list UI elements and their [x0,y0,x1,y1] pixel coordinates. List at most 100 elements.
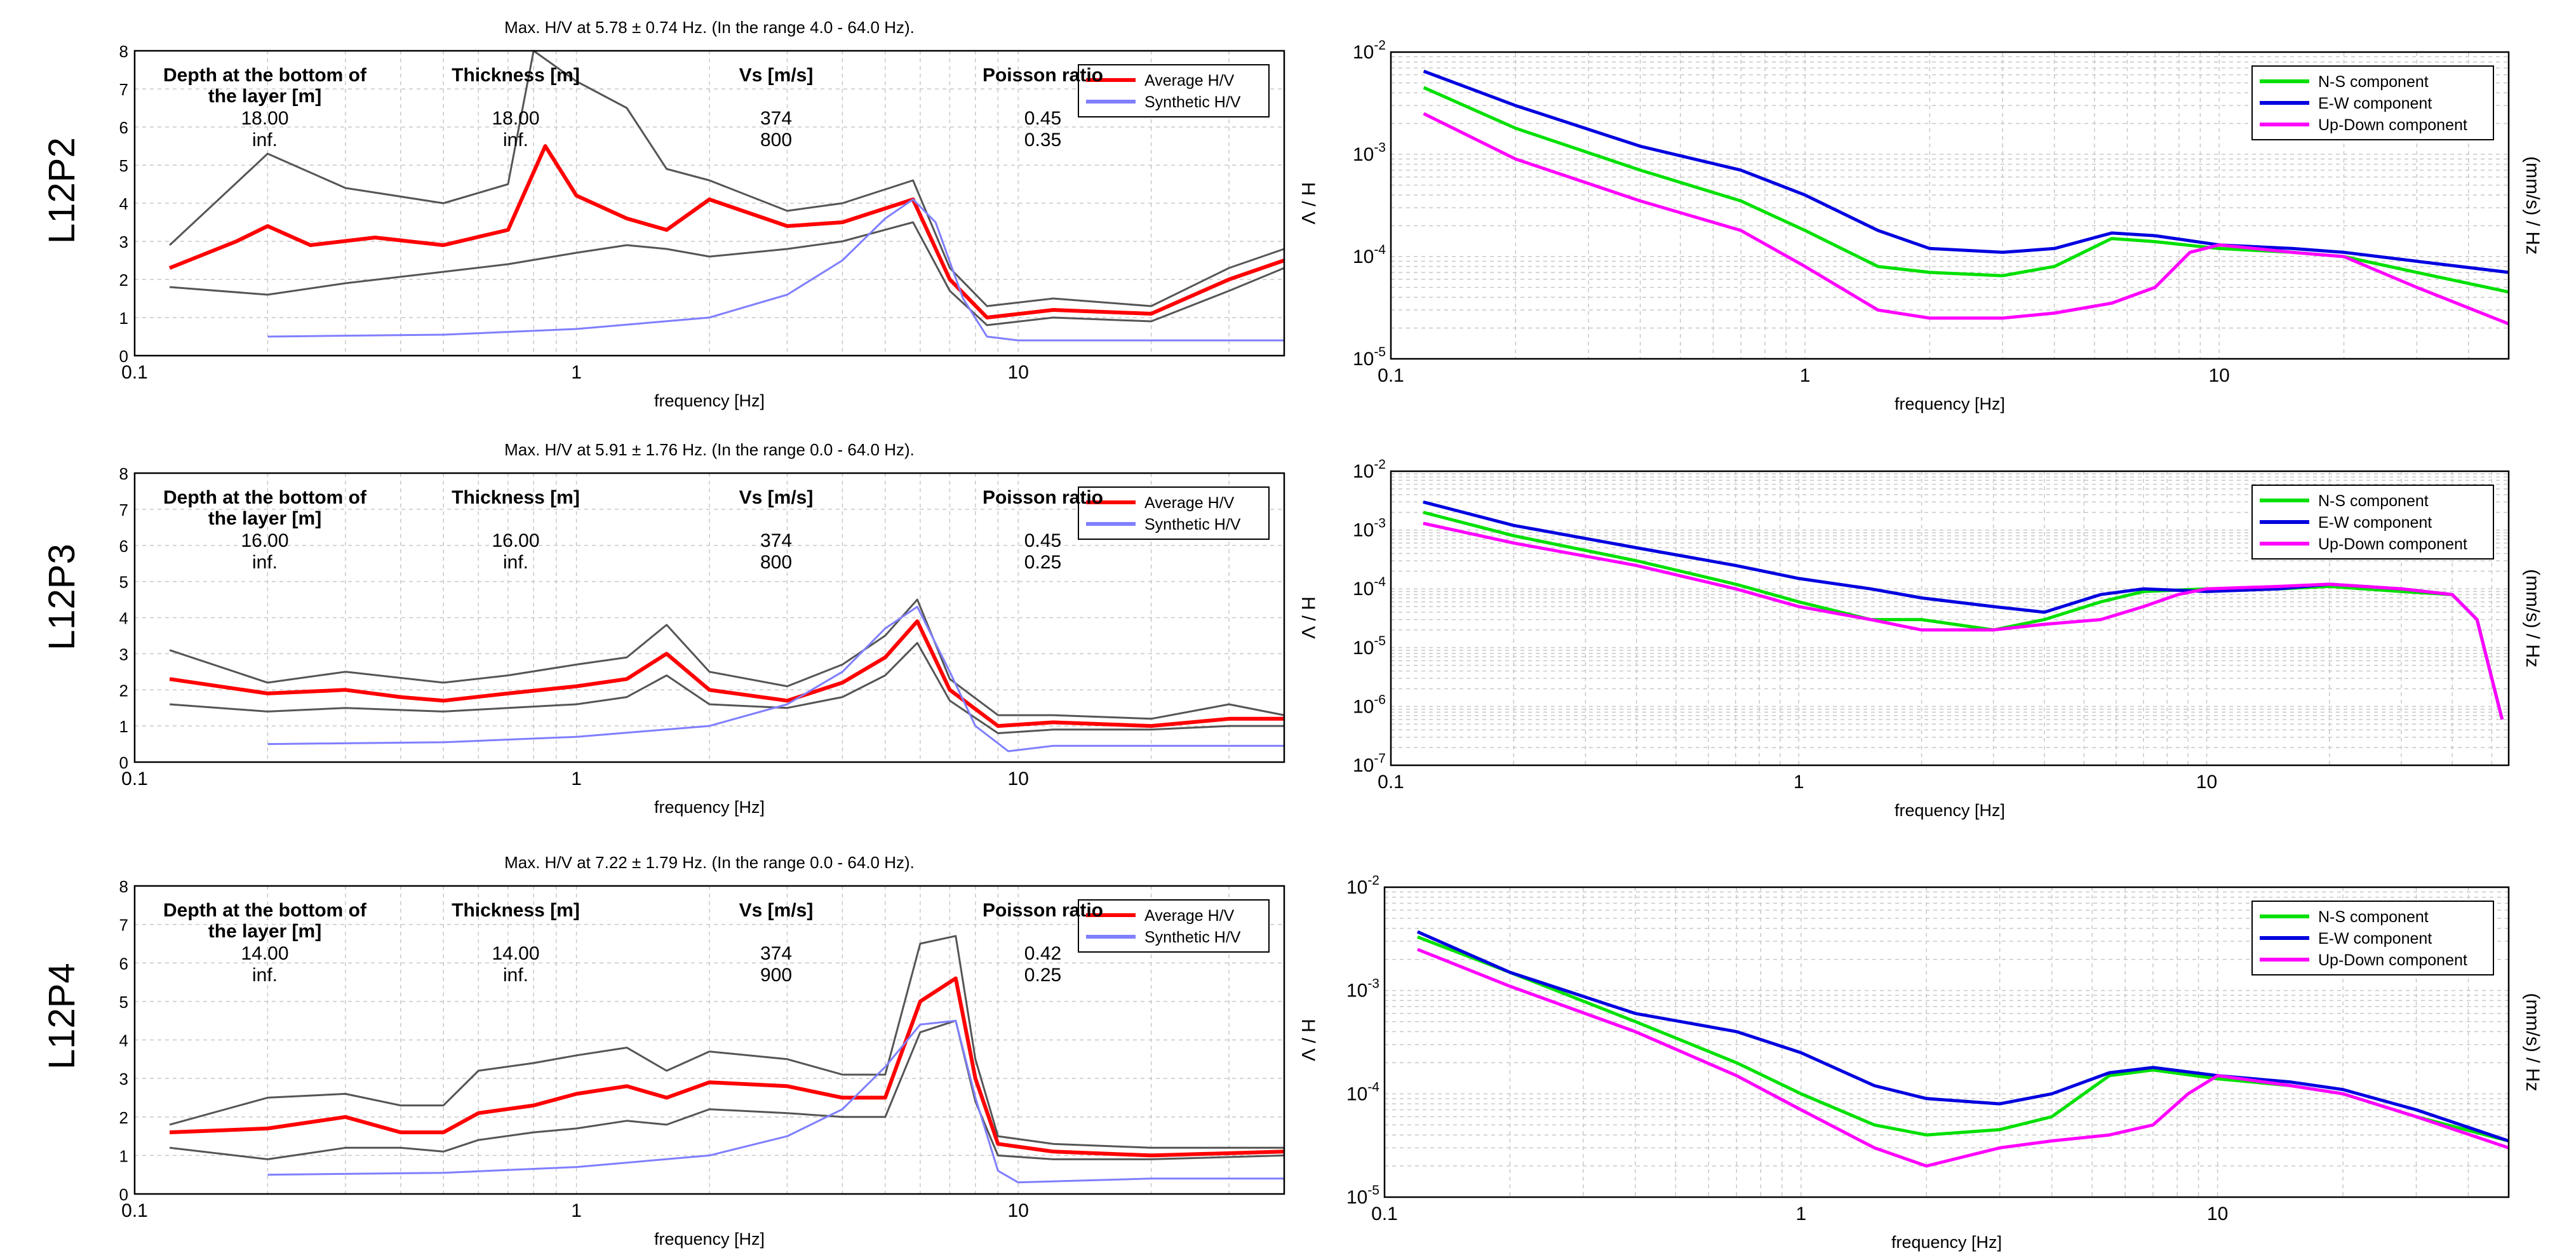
y-tick-label: 10-3 [1353,516,1386,541]
series-line-average-h-v-0 [168,144,1285,319]
y-tick-label: 10-6 [1353,692,1386,717]
y-tick-label: 10-4 [1353,243,1386,267]
x-tick-label: 10 [2207,1203,2228,1224]
legend: N-S component E-W component Up-Down compon… [2251,901,2494,975]
series-line-e-w-component-1 [1423,69,2509,274]
table-header-cell: Poisson ratio [983,65,1103,86]
y-tick-label: 2 [119,1108,128,1127]
table-header-cell: Thickness [m] [452,65,580,86]
table-header-cell: the layer [m] [208,921,321,942]
x-axis-title: frequency [Hz] [654,1230,765,1249]
table-cell: inf. [252,552,278,573]
legend-box [1078,64,1270,117]
x-axis: 0.1 1 10 frequency [Hz] [1378,365,2230,413]
series-line-up-down-component-2 [1416,948,2509,1168]
grid [1390,52,2509,359]
x-axis-title: frequency [Hz] [1895,394,2005,413]
x-tick-label: 10 [1008,1200,1029,1221]
x-tick-label: 10 [2209,365,2230,386]
y-tick-label: 3 [119,645,128,664]
table-header-cell: Vs [m/s] [739,900,814,921]
hv-chart-l12p3: 0.1 1 10 frequency [Hz] 0 1 2 3 4 5 6 7 8 H / V Averag… [119,440,1318,817]
y-tick-label: 8 [119,464,128,483]
table-cell: 0.42 [1024,943,1061,964]
series-line-average-h-v-0 [169,619,1284,728]
legend-label: Up-Down component [2318,535,2467,553]
table-cell: 0.35 [1024,130,1061,151]
legend-label: N-S component [2318,492,2429,510]
legend-label: Up-Down component [2318,116,2467,134]
legend-label: Average H/V [1144,494,1235,512]
series-line-average-h-v-s-1 [169,598,1285,720]
table-header-cell: Vs [m/s] [739,487,814,508]
y-axis: 0 1 2 3 4 5 6 7 8 H / V [119,464,1318,772]
y-tick-label: 8 [119,42,128,61]
table-header-cell: Poisson ratio [983,487,1103,508]
y-tick-label: 8 [119,877,128,896]
y-tick-label: 7 [119,500,128,519]
plot-frame [133,885,1285,1195]
table-cell: 0.45 [1024,530,1061,551]
x-axis: 0.1 1 10 frequency [Hz] [121,362,1029,410]
spectra-chart-l12p4: 0.1 1 10 frequency [Hz] 10-5 10-4 10-3 10-2 (mm/… [1346,873,2543,1252]
y-tick-label: 10-4 [1353,575,1386,600]
x-axis-title: frequency [Hz] [1891,1233,2002,1252]
x-tick-label: 1 [571,362,582,383]
table-cell: 18.00 [241,108,288,129]
series-line-average-h-v-s-2 [169,1019,1285,1160]
y-tick-label: 10-2 [1346,873,1379,898]
series-line-average-h-v-s-2 [169,641,1284,734]
row-label-l12p3: L12P3 [41,544,83,650]
y-tick-label: 10-2 [1353,38,1386,63]
y-axis-title: (mm/s) / Hz [2522,156,2543,255]
x-tick-label: 1 [1794,772,1804,793]
legend-label: E-W component [2318,95,2432,112]
plot-frame [133,50,1285,357]
x-tick-label: 10 [1008,362,1029,383]
table-header-cell: Depth at the bottom of [163,487,367,508]
legend-label: E-W component [2318,930,2432,948]
y-tick-label: 6 [119,118,128,137]
legend-label: Synthetic H/V [1144,516,1241,533]
x-tick-label: 0.1 [121,362,148,383]
y-axis: 10-5 10-4 10-3 10-2 (mm/s) / Hz [1346,873,2543,1208]
legend: N-S component E-W component Up-Down compon… [2251,485,2494,560]
y-tick-label: 10-3 [1346,977,1379,1002]
y-tick-label: 6 [119,954,128,973]
chart-title: Max. H/V at 5.78 ± 0.74 Hz. (In the rang… [504,18,915,37]
series-line-average-h-v-s-1 [169,935,1284,1149]
legend-label: E-W component [2318,514,2432,532]
data-series-group [1423,500,2504,720]
y-tick-label: 7 [119,80,128,99]
y-tick-label: 3 [119,232,128,251]
y-axis: 10-7 10-6 10-5 10-4 10-3 10-2 (mm/s) / Hz [1353,457,2543,776]
table-cell: 18.00 [492,108,539,129]
table-cell: 900 [760,965,792,986]
table-header-cell: the layer [m] [208,86,321,107]
y-tick-label: 3 [119,1069,128,1089]
legend-label: Average H/V [1144,907,1235,925]
plot-frame [1390,470,2510,767]
y-axis: 0 1 2 3 4 5 6 7 8 H / V [119,42,1318,366]
y-tick-label: 10-4 [1346,1080,1379,1104]
x-axis: 0.1 1 10 frequency [Hz] [1371,1203,2228,1252]
x-tick-label: 0.1 [1378,365,1404,386]
y-tick-label: 5 [119,156,128,175]
table-cell: 16.00 [241,530,288,551]
legend-label: Average H/V [1144,72,1235,90]
series-line-synthetic-h-v-3 [267,198,1284,342]
y-tick-label: 7 [119,916,128,935]
y-axis-title: H / V [1298,1019,1318,1061]
y-tick-label: 10-5 [1346,1183,1379,1208]
y-tick-label: 5 [119,573,128,592]
table-cell: 800 [760,130,792,151]
spectra-chart-l12p3: 0.1 1 10 frequency [Hz] 10-7 10-6 10-5 10-4 10-3… [1353,457,2543,820]
x-tick-label: 1 [1800,365,1811,386]
table-cell: 14.00 [492,943,539,964]
y-tick-label: 0 [119,1185,128,1204]
series-line-e-w-component-1 [1416,930,2509,1143]
legend-label: N-S component [2318,908,2429,926]
table-header-cell: the layer [m] [208,508,321,529]
legend: Average H/V Synthetic H/V [1078,486,1270,540]
